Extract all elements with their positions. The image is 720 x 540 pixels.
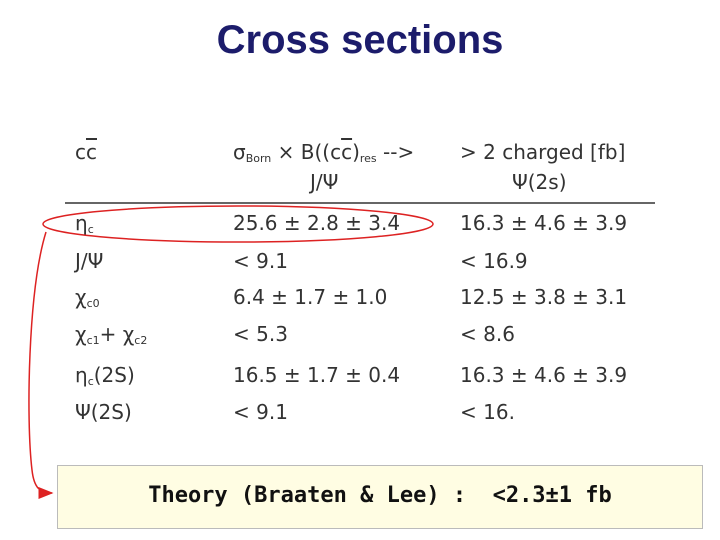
text-segment: χ — [75, 285, 87, 309]
text-segment: η — [75, 363, 88, 387]
table-cell: 16.3 ± 4.6 ± 3.9 — [460, 363, 628, 387]
table-cell: 25.6 ± 2.8 ± 3.4 — [233, 211, 401, 235]
cell: ηc — [75, 211, 94, 242]
table-cell: 12.5 ± 3.8 ± 3.1 — [460, 285, 628, 309]
table-cell: < 8.6 — [460, 322, 515, 346]
text-segment: × B((c — [271, 140, 342, 164]
table-cell: < 9.1 — [233, 249, 288, 273]
subscript: c1 — [86, 334, 100, 347]
text-segment: c — [86, 140, 97, 164]
text-segment: + χ — [99, 322, 135, 346]
highlight-ellipse — [42, 205, 434, 243]
text-segment: Ψ(2s) — [512, 170, 567, 194]
text-segment: J/Ψ — [310, 170, 339, 194]
text-segment: c — [75, 140, 86, 164]
cell: J/Ψ — [75, 249, 103, 273]
text-segment: (2S) — [93, 363, 135, 387]
table-cell: 16.3 ± 4.6 ± 3.9 — [460, 211, 628, 235]
cell: > 2 charged [fb] — [460, 140, 625, 164]
cell: Ψ(2S) — [75, 400, 132, 424]
text-segment: --> — [376, 140, 415, 164]
table-cell: 6.4 ± 1.7 ± 1.0 — [233, 285, 388, 309]
subscript: c0 — [86, 297, 100, 310]
text-segment: > 2 charged [fb] — [460, 140, 626, 164]
text-segment: ) — [352, 140, 360, 164]
text-segment: η — [75, 211, 88, 235]
text-segment: Ψ(2S) — [75, 400, 132, 424]
cell: σBorn × B((cc)res --> — [233, 140, 414, 171]
cell: ηc(2S) — [75, 363, 135, 394]
subscript: c — [87, 223, 94, 236]
text-segment: χ — [75, 322, 87, 346]
text-segment: σ — [233, 140, 246, 164]
cell: cc — [75, 140, 97, 164]
table-cell: < 16. — [460, 400, 515, 424]
slide-title: Cross sections — [216, 18, 504, 62]
cell: χc0 — [75, 285, 100, 316]
cell: Ψ(2s) — [512, 170, 567, 194]
highlight-arrow — [28, 231, 54, 499]
cell: J/Ψ — [310, 170, 338, 194]
text-segment: c — [341, 140, 353, 164]
subscript: c — [87, 375, 94, 388]
table-cell: < 5.3 — [233, 322, 288, 346]
table-cell: < 9.1 — [233, 400, 288, 424]
subscript: Born — [245, 152, 272, 165]
table-cell: 16.5 ± 1.7 ± 0.4 — [233, 363, 401, 387]
footer-text: Theory (Braaten & Lee) : <2.3±1 fb — [148, 483, 612, 508]
subscript: c2 — [134, 334, 148, 347]
footer-box: Theory (Braaten & Lee) : <2.3±1 fb — [57, 465, 703, 529]
table-cell: < 16.9 — [460, 249, 528, 273]
cell: χc1+ χc2 — [75, 322, 147, 353]
text-segment: J/Ψ — [75, 249, 104, 273]
subscript: res — [359, 152, 377, 165]
